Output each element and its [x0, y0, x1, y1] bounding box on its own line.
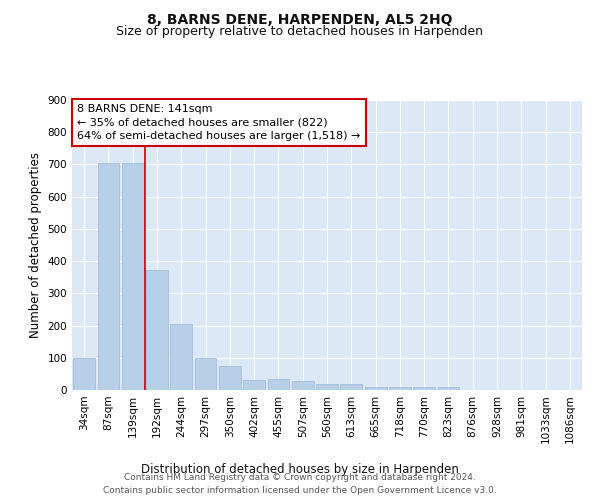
Y-axis label: Number of detached properties: Number of detached properties: [29, 152, 42, 338]
Bar: [389, 387, 411, 390]
Bar: [73, 358, 95, 390]
Text: 8, BARNS DENE, HARPENDEN, AL5 2HQ: 8, BARNS DENE, HARPENDEN, AL5 2HQ: [147, 12, 453, 26]
Text: Size of property relative to detached houses in Harpenden: Size of property relative to detached ho…: [116, 25, 484, 38]
Bar: [292, 382, 314, 390]
Bar: [194, 358, 217, 390]
Text: 8 BARNS DENE: 141sqm
← 35% of detached houses are smaller (822)
64% of semi-deta: 8 BARNS DENE: 141sqm ← 35% of detached h…: [77, 104, 361, 141]
Bar: [219, 366, 241, 390]
Bar: [146, 270, 168, 390]
Text: Distribution of detached houses by size in Harpenden: Distribution of detached houses by size …: [141, 462, 459, 475]
Bar: [97, 164, 119, 390]
Text: Contains HM Land Registry data © Crown copyright and database right 2024.
Contai: Contains HM Land Registry data © Crown c…: [103, 474, 497, 495]
Bar: [437, 388, 460, 390]
Bar: [413, 387, 435, 390]
Bar: [365, 387, 386, 390]
Bar: [268, 380, 289, 390]
Bar: [243, 380, 265, 390]
Bar: [340, 384, 362, 390]
Bar: [316, 384, 338, 390]
Bar: [170, 324, 192, 390]
Bar: [122, 164, 143, 390]
